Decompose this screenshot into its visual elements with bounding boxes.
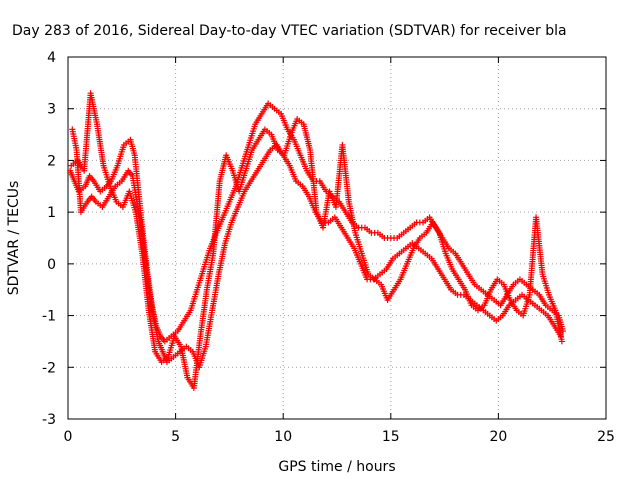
series-track-2 (69, 126, 564, 371)
x-tick-label: 15 (382, 429, 400, 445)
y-tick-label: 3 (47, 102, 56, 118)
x-tick-labels: 0 5 10 15 20 25 (64, 429, 615, 445)
x-tick-label: 5 (171, 429, 180, 445)
x-axis-label: GPS time / hours (278, 459, 395, 475)
x-tick-label: 10 (274, 429, 292, 445)
grid-lines (68, 57, 606, 419)
plot-frame (67, 56, 607, 420)
y-tick-label: 4 (47, 50, 56, 66)
chart-title: Day 283 of 2016, Sidereal Day-to-day VTE… (12, 23, 567, 39)
y-tick-label: -2 (42, 360, 56, 376)
series-track-3 (68, 90, 565, 391)
x-tick-label: 20 (489, 429, 507, 445)
y-tick-labels: -3 -2 -1 0 1 2 3 4 (42, 50, 56, 428)
y-tick-label: -1 (42, 309, 56, 325)
y-tick-label: 1 (47, 205, 56, 221)
axis-ticks (67, 56, 607, 420)
y-axis-label: SDTVAR / TECUs (6, 181, 22, 296)
data-point-marker (558, 338, 565, 345)
x-tick-label: 25 (597, 429, 615, 445)
x-tick-label: 0 (64, 429, 73, 445)
data-marks (67, 90, 566, 391)
y-tick-label: 2 (47, 153, 56, 169)
y-tick-label: -3 (42, 412, 56, 428)
y-tick-label: 0 (47, 257, 56, 273)
